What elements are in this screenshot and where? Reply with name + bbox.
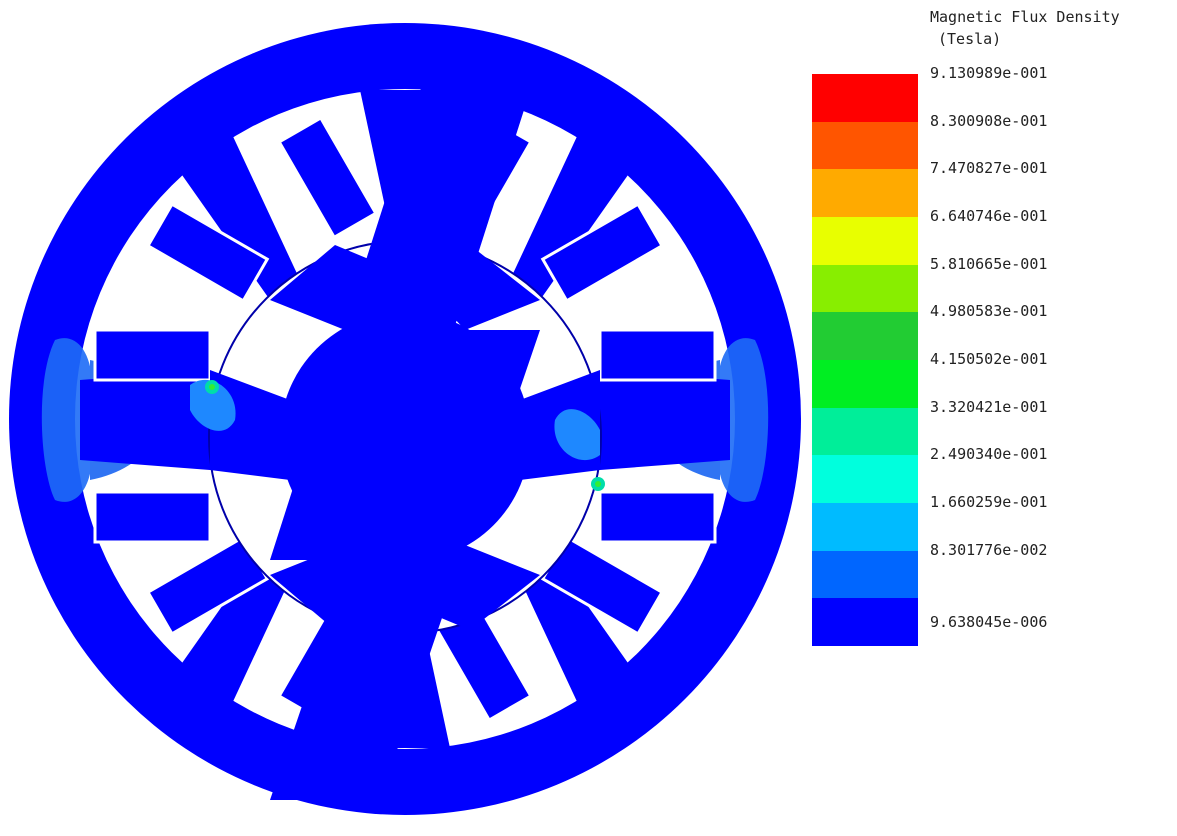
- legend-title-line1: Magnetic Flux Density: [930, 8, 1120, 26]
- legend-label: 3.320421e-001: [930, 397, 1048, 416]
- legend-label: 9.130989e-001: [930, 64, 1048, 82]
- rotor-arms: [270, 60, 540, 800]
- legend-title: Magnetic Flux Density (Tesla): [930, 6, 1120, 50]
- legend-swatch: [812, 169, 918, 218]
- legend-title-line2: (Tesla): [938, 30, 1002, 48]
- legend-swatch: [812, 360, 918, 409]
- legend-label: 9.638045e-006: [930, 613, 1048, 632]
- legend-label: 8.300908e-001: [930, 111, 1048, 130]
- legend-label: 1.660259e-001: [930, 493, 1048, 511]
- legend-swatch: [812, 598, 918, 647]
- legend-swatch: [812, 74, 918, 123]
- legend-label: 4.980583e-001: [930, 302, 1048, 321]
- legend-swatch: [812, 503, 918, 552]
- legend-swatch: [812, 121, 918, 170]
- motor-flux-plot: [9, 23, 801, 815]
- flux-hotspots: [190, 379, 605, 491]
- legend-label: 2.490340e-001: [930, 445, 1048, 464]
- legend-swatch: [812, 312, 918, 361]
- legend-label: 6.640746e-001: [930, 207, 1048, 225]
- legend-swatch: [812, 455, 918, 504]
- color-legend-bar: [812, 74, 918, 647]
- legend-label: 8.301776e-002: [930, 540, 1048, 559]
- legend-swatch: [812, 264, 918, 313]
- legend-label: 5.810665e-001: [930, 254, 1048, 273]
- legend-label: 7.470827e-001: [930, 159, 1048, 178]
- legend-swatch: [812, 217, 918, 266]
- legend-swatch: [812, 550, 918, 599]
- legend-swatch: [812, 407, 918, 456]
- legend-label: 4.150502e-001: [930, 350, 1048, 368]
